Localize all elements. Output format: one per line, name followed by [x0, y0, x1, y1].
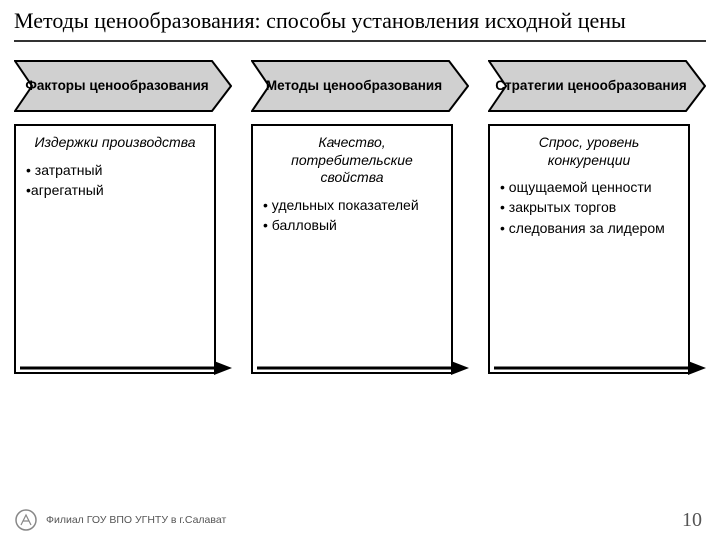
footer: Филиал ГОУ ВПО УГНТУ в г.Салават 10: [0, 508, 720, 532]
page-title: Методы ценообразования: способы установл…: [0, 0, 720, 40]
footer-left: Филиал ГОУ ВПО УГНТУ в г.Салават: [14, 508, 226, 532]
detail-subtitle: Спрос, уровень конкуренции: [500, 134, 678, 169]
page-number: 10: [682, 509, 702, 532]
detail-col-demand: Спрос, уровень конкуренции • ощущаемой ц…: [488, 124, 706, 394]
detail-list: • удельных показателей • балловый: [263, 195, 441, 236]
title-divider: [14, 40, 706, 42]
arrow-methods: Методы ценообразования: [251, 60, 469, 112]
arrow-methods-label: Методы ценообразования: [257, 60, 451, 112]
arrow-factors: Факторы ценообразования: [14, 60, 232, 112]
list-item: • следования за лидером: [500, 218, 678, 238]
list-item: •агрегатный: [26, 180, 204, 200]
arrow-strategies: Стратегии ценообразования: [488, 60, 706, 112]
list-item: • удельных показателей: [263, 195, 441, 215]
down-arrow-icon: [251, 360, 469, 394]
down-arrow-icon: [14, 360, 232, 394]
list-item: • закрытых торгов: [500, 197, 678, 217]
list-item: • затратный: [26, 160, 204, 180]
detail-subtitle: Качество, потребительские свойства: [263, 134, 441, 187]
detail-box: Качество, потребительские свойства • уде…: [251, 124, 453, 374]
detail-box: Издержки производства • затратный •агрег…: [14, 124, 216, 374]
detail-list: • затратный •агрегатный: [26, 160, 204, 201]
arrow-row: Факторы ценообразования Методы ценообраз…: [0, 60, 720, 112]
detail-col-costs: Издержки производства • затратный •агрег…: [14, 124, 232, 394]
list-item: • балловый: [263, 215, 441, 235]
detail-row: Издержки производства • затратный •агрег…: [0, 124, 720, 394]
detail-col-quality: Качество, потребительские свойства • уде…: [251, 124, 469, 394]
list-item: • ощущаемой ценности: [500, 177, 678, 197]
detail-subtitle: Издержки производства: [26, 134, 204, 152]
arrow-factors-label: Факторы ценообразования: [20, 60, 214, 112]
footer-text: Филиал ГОУ ВПО УГНТУ в г.Салават: [46, 514, 226, 526]
down-arrow-icon: [488, 360, 706, 394]
logo-icon: [14, 508, 38, 532]
arrow-strategies-label: Стратегии ценообразования: [494, 60, 688, 112]
detail-list: • ощущаемой ценности • закрытых торгов •…: [500, 177, 678, 238]
detail-box: Спрос, уровень конкуренции • ощущаемой ц…: [488, 124, 690, 374]
